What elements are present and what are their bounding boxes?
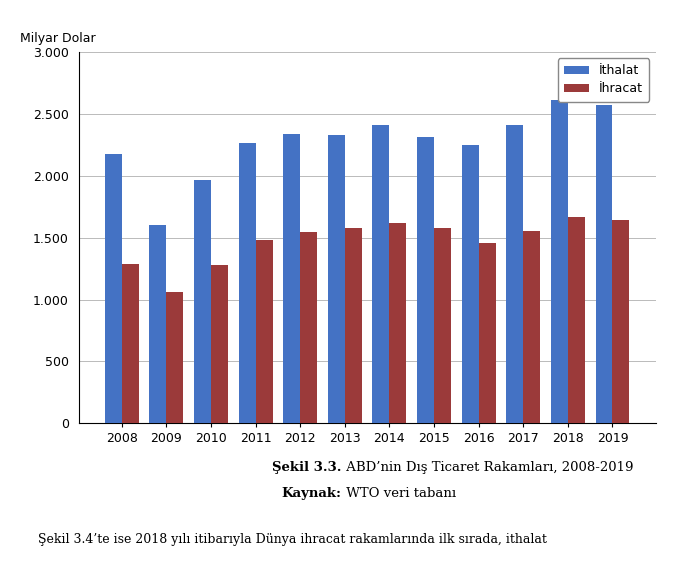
Bar <box>417 137 434 423</box>
Bar <box>613 219 630 423</box>
Bar <box>551 100 568 423</box>
Bar <box>194 180 211 423</box>
Text: Kaynak:: Kaynak: <box>281 487 342 500</box>
Bar <box>104 154 122 423</box>
Text: Şekil 3.3.: Şekil 3.3. <box>272 461 342 474</box>
Bar <box>372 125 389 423</box>
Bar <box>238 143 255 423</box>
Bar <box>255 240 273 423</box>
Text: WTO veri tabanı: WTO veri tabanı <box>342 487 456 500</box>
Bar <box>283 134 301 423</box>
Text: Şekil 3.4’te ise 2018 yılı itibarıyla Dünya ihracat rakamlarında ilk sırada, ith: Şekil 3.4’te ise 2018 yılı itibarıyla Dü… <box>38 533 546 546</box>
Bar <box>596 105 613 423</box>
Bar <box>434 228 451 423</box>
Bar <box>345 228 362 423</box>
Bar <box>479 243 496 423</box>
Text: ABD’nin Dış Ticaret Rakamları, 2008-2019: ABD’nin Dış Ticaret Rakamları, 2008-2019 <box>342 461 633 474</box>
Bar <box>211 265 228 423</box>
Bar <box>506 125 523 423</box>
Bar <box>328 135 345 423</box>
Bar <box>462 145 479 423</box>
Bar <box>389 222 406 423</box>
Bar <box>150 225 167 423</box>
Text: Milyar Dolar: Milyar Dolar <box>20 32 96 45</box>
Bar <box>301 232 317 423</box>
Bar <box>523 231 540 423</box>
Bar <box>167 293 183 423</box>
Bar <box>568 217 585 423</box>
Bar <box>122 264 139 423</box>
Legend: İthalat, İhracat: İthalat, İhracat <box>558 58 650 101</box>
